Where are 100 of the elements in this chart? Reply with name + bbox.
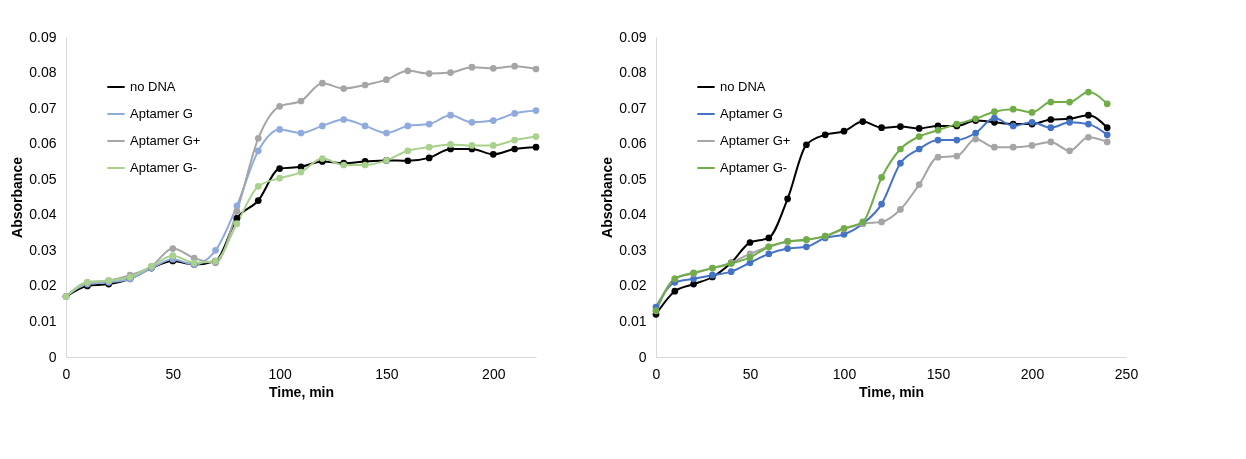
y-tick-label: 0.06 bbox=[29, 135, 57, 152]
point bbox=[297, 168, 305, 176]
y-tick-label: 0 bbox=[638, 348, 647, 365]
x-tick-label: 100 bbox=[268, 365, 293, 382]
point bbox=[511, 136, 518, 144]
x-tick-label: 50 bbox=[742, 365, 759, 382]
point bbox=[915, 125, 923, 132]
point bbox=[404, 122, 412, 130]
y-tick-label: 0.05 bbox=[619, 170, 647, 187]
legend-label: Aptamer G- bbox=[130, 160, 198, 175]
point bbox=[991, 143, 998, 151]
point bbox=[727, 268, 735, 276]
legend-label: Aptamer G- bbox=[720, 160, 788, 175]
point bbox=[254, 147, 262, 155]
point bbox=[1066, 98, 1073, 106]
x-tick-label: 200 bbox=[1020, 365, 1045, 382]
point bbox=[254, 182, 262, 190]
point bbox=[447, 69, 454, 76]
point bbox=[953, 136, 961, 144]
point bbox=[991, 114, 998, 122]
y-tick-label: 0.01 bbox=[29, 312, 57, 329]
point bbox=[915, 145, 923, 153]
point bbox=[233, 207, 241, 215]
point bbox=[859, 118, 867, 125]
point bbox=[468, 142, 476, 149]
point bbox=[532, 107, 540, 114]
point bbox=[511, 62, 518, 70]
point bbox=[511, 110, 518, 117]
point bbox=[765, 234, 773, 242]
point bbox=[746, 239, 754, 246]
y-tick-label: 0.09 bbox=[619, 28, 647, 45]
point bbox=[972, 135, 979, 143]
point bbox=[447, 141, 454, 148]
x-tick-label: 50 bbox=[165, 365, 182, 382]
point bbox=[934, 153, 942, 161]
point bbox=[1047, 98, 1055, 106]
point bbox=[340, 116, 348, 123]
legend-label: Aptamer G bbox=[130, 106, 193, 121]
point bbox=[1028, 142, 1036, 149]
y-tick-label: 0.02 bbox=[619, 277, 647, 294]
y-axis-title: Absorbance bbox=[599, 156, 616, 238]
point bbox=[297, 129, 305, 137]
point bbox=[803, 243, 810, 251]
point bbox=[404, 157, 412, 165]
y-tick-label: 0.01 bbox=[619, 312, 647, 329]
point bbox=[953, 152, 961, 160]
point bbox=[1103, 131, 1111, 139]
point bbox=[532, 133, 540, 140]
x-tick-label: 0 bbox=[652, 365, 661, 382]
point bbox=[1085, 133, 1092, 141]
y-tick-label: 0.03 bbox=[29, 241, 57, 258]
point bbox=[361, 161, 369, 169]
point bbox=[489, 117, 497, 124]
point bbox=[878, 218, 885, 226]
point bbox=[878, 200, 885, 208]
point bbox=[897, 145, 904, 153]
point bbox=[690, 275, 697, 283]
legend-label: no DNA bbox=[130, 79, 176, 94]
y-tick-label: 0.04 bbox=[619, 206, 647, 223]
y-tick-label: 0.04 bbox=[29, 206, 57, 223]
point bbox=[425, 143, 433, 151]
point bbox=[897, 159, 904, 167]
legend-label: Aptamer G bbox=[720, 106, 783, 121]
y-tick-label: 0.07 bbox=[619, 99, 647, 116]
point bbox=[276, 174, 283, 182]
point bbox=[319, 122, 326, 130]
legend-label: Aptamer G+ bbox=[720, 133, 791, 148]
x-tick-label: 250 bbox=[1114, 365, 1139, 382]
y-axis-title: Absorbance bbox=[9, 156, 26, 238]
x-axis-title: Time, min bbox=[858, 383, 925, 400]
point bbox=[1047, 116, 1055, 123]
point bbox=[447, 111, 454, 119]
point bbox=[425, 70, 433, 77]
point bbox=[897, 123, 904, 130]
x-axis-title: Time, min bbox=[268, 383, 335, 400]
point bbox=[1085, 120, 1092, 128]
point bbox=[404, 147, 412, 155]
point bbox=[383, 129, 390, 137]
point bbox=[319, 79, 326, 87]
point bbox=[878, 124, 885, 132]
point bbox=[1103, 124, 1111, 132]
point bbox=[511, 145, 518, 153]
point bbox=[840, 127, 848, 135]
point bbox=[404, 67, 412, 75]
point bbox=[276, 102, 283, 110]
legend-label: no DNA bbox=[720, 79, 766, 94]
point bbox=[803, 141, 810, 149]
y-tick-label: 0.02 bbox=[29, 277, 57, 294]
point bbox=[425, 154, 433, 162]
point bbox=[233, 220, 241, 228]
point bbox=[297, 163, 305, 171]
point bbox=[915, 181, 923, 188]
point bbox=[972, 129, 979, 137]
y-tick-label: 0 bbox=[48, 348, 57, 365]
point bbox=[934, 136, 942, 144]
point bbox=[690, 280, 697, 288]
point bbox=[671, 287, 679, 295]
x-tick-label: 0 bbox=[62, 365, 71, 382]
point bbox=[1103, 100, 1111, 108]
point bbox=[468, 63, 476, 71]
